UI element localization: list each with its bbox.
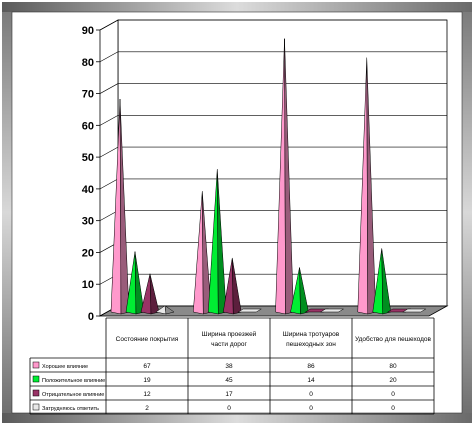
y-axis: 0 10 20 30 40 50 60 70 80 90 <box>82 25 100 323</box>
data-label: 14 <box>307 377 315 384</box>
cone-1-3 <box>237 308 263 313</box>
gridline-side <box>99 83 119 94</box>
cone-shade-0-1 <box>134 251 145 315</box>
data-label: 0 <box>391 405 395 412</box>
cone-3-3 <box>401 308 427 313</box>
gridline-side <box>99 51 119 63</box>
data-label: 17 <box>225 391 233 398</box>
data-table: Состояние покрытия Ширина проезжей части д… <box>29 317 435 415</box>
x-tick-label: Ширина проезжей <box>202 330 257 338</box>
y-tick-label: 60 <box>82 120 94 132</box>
legend-label: Затрудняюсь ответить <box>42 406 99 412</box>
data-label: 0 <box>391 391 395 398</box>
data-label: 80 <box>389 363 397 370</box>
data-label: 0 <box>227 405 231 412</box>
data-label: 19 <box>143 377 151 384</box>
cone-shade-3-0 <box>366 57 377 315</box>
legend-swatch <box>32 389 40 397</box>
y-tick-label: 70 <box>82 89 94 101</box>
gridline-side <box>99 115 119 126</box>
legend-swatch <box>32 375 40 383</box>
x-tick-label: Ширина тротуаров <box>283 331 340 338</box>
y-tick-label: 20 <box>82 247 94 259</box>
data-label: 2 <box>145 405 149 412</box>
cone-shade-2-1 <box>299 267 309 315</box>
cones <box>110 38 427 315</box>
cone-shade-0-2 <box>149 273 160 315</box>
x-tick-label: пешеходных зон <box>286 341 336 348</box>
data-label: 12 <box>143 391 151 398</box>
data-label: 0 <box>309 391 313 398</box>
y-tick-label: 30 <box>82 216 94 228</box>
y-tick-label: 90 <box>82 25 94 37</box>
x-tick-label: Состояние покрытия <box>116 336 179 343</box>
legend-swatch <box>32 361 40 369</box>
frame-border-bottom <box>2 413 472 423</box>
legend-swatch <box>32 403 40 411</box>
y-tick-label: 40 <box>82 184 94 196</box>
gridline-side <box>99 146 119 158</box>
cone-shade-0-0 <box>119 99 130 315</box>
legend-label: Отрицательное влияние <box>42 392 104 398</box>
gridline-side <box>99 19 119 31</box>
data-label: 86 <box>307 363 315 370</box>
cone-shade-0-3 <box>164 305 175 315</box>
y-tick-label: 50 <box>82 152 94 164</box>
data-label: 38 <box>225 363 233 370</box>
x-tick-label: Удобство для пешеходов <box>355 335 431 343</box>
y-tick-label: 80 <box>82 57 94 69</box>
y-tick-label: 10 <box>82 279 94 291</box>
legend-label: Хорошее влияние <box>42 364 88 370</box>
data-label: 67 <box>143 363 151 370</box>
cone-shade-1-2 <box>232 257 242 315</box>
cone-shade-2-0 <box>284 38 294 315</box>
legend-label: Положительное влияние <box>42 378 105 384</box>
data-label: 20 <box>389 377 397 384</box>
x-tick-label: части дорог <box>211 341 247 348</box>
cone-2-3 <box>319 308 345 313</box>
data-label: 0 <box>309 405 313 412</box>
cone-shade-1-0 <box>202 191 212 315</box>
cone-shade-1-1 <box>217 168 227 315</box>
frame-border-top <box>2 2 472 12</box>
y-tick-label: 0 <box>88 311 94 323</box>
gridline-side <box>99 178 119 190</box>
data-label: 45 <box>225 377 233 384</box>
cone-shade-3-1 <box>381 248 392 315</box>
